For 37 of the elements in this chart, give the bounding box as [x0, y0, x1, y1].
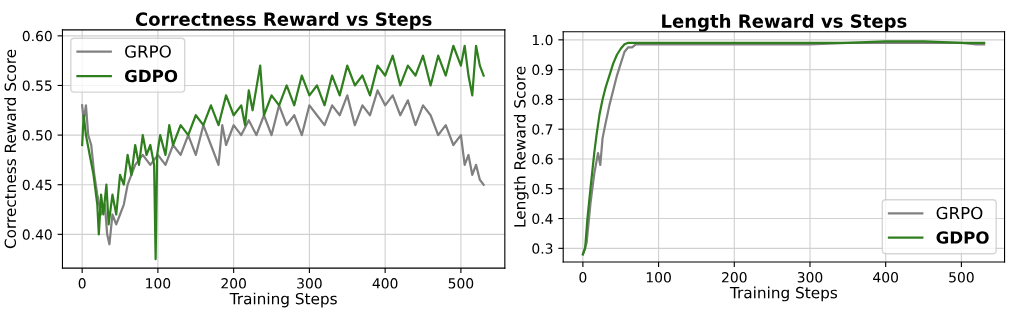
- y-axis-title: Length Reward Score: [513, 66, 529, 227]
- y-tick-label: 0.7: [532, 124, 553, 135]
- y-tick-label: 0.8: [532, 94, 553, 105]
- x-tick-label: 200: [221, 278, 246, 289]
- x-tick-label: 100: [146, 278, 171, 289]
- x-tick-label: 0: [579, 272, 587, 283]
- x-tick-label: 200: [722, 272, 747, 283]
- legend-label: GDPO: [936, 231, 989, 244]
- y-tick-label: 1.0: [532, 34, 553, 46]
- x-tick-label: 0: [78, 278, 86, 289]
- line-series: [81, 44, 485, 261]
- y-tick-label: 0.60: [22, 30, 52, 42]
- x-tick-label: 400: [372, 278, 398, 289]
- y-tick-label: 0.6: [532, 153, 553, 165]
- x-tick-label: 500: [949, 272, 974, 283]
- y-tick-label: 0.40: [22, 229, 52, 240]
- y-tick-label: 0.45: [22, 179, 52, 191]
- x-tick-label: 500: [448, 278, 474, 289]
- y-tick-label: 0.55: [22, 80, 52, 91]
- x-tick-label: 300: [297, 278, 322, 289]
- chart-title: Length Reward vs Steps: [662, 13, 907, 32]
- x-tick-label: 400: [873, 272, 899, 283]
- legend-label: GRPO: [125, 45, 171, 58]
- y-tick-label: 0.5: [532, 183, 553, 195]
- x-tick-label: 300: [797, 272, 823, 283]
- y-tick-label: 0.4: [532, 213, 553, 225]
- x-axis-title: Training Steps: [229, 292, 337, 308]
- chart-title: Correctness Reward vs Steps: [135, 12, 432, 30]
- y-tick-label: 0.50: [22, 130, 52, 141]
- legend-label: GDPO: [124, 69, 178, 83]
- x-tick-label: 100: [646, 272, 671, 283]
- y-axis-title: Correctness Reward Score: [4, 49, 17, 249]
- line-series: [81, 89, 485, 246]
- x-axis-title: Training Steps: [729, 286, 838, 302]
- legend-label: GRPO: [936, 206, 983, 220]
- y-tick-label: 0.9: [532, 64, 553, 76]
- y-tick-label: 0.3: [532, 243, 553, 254]
